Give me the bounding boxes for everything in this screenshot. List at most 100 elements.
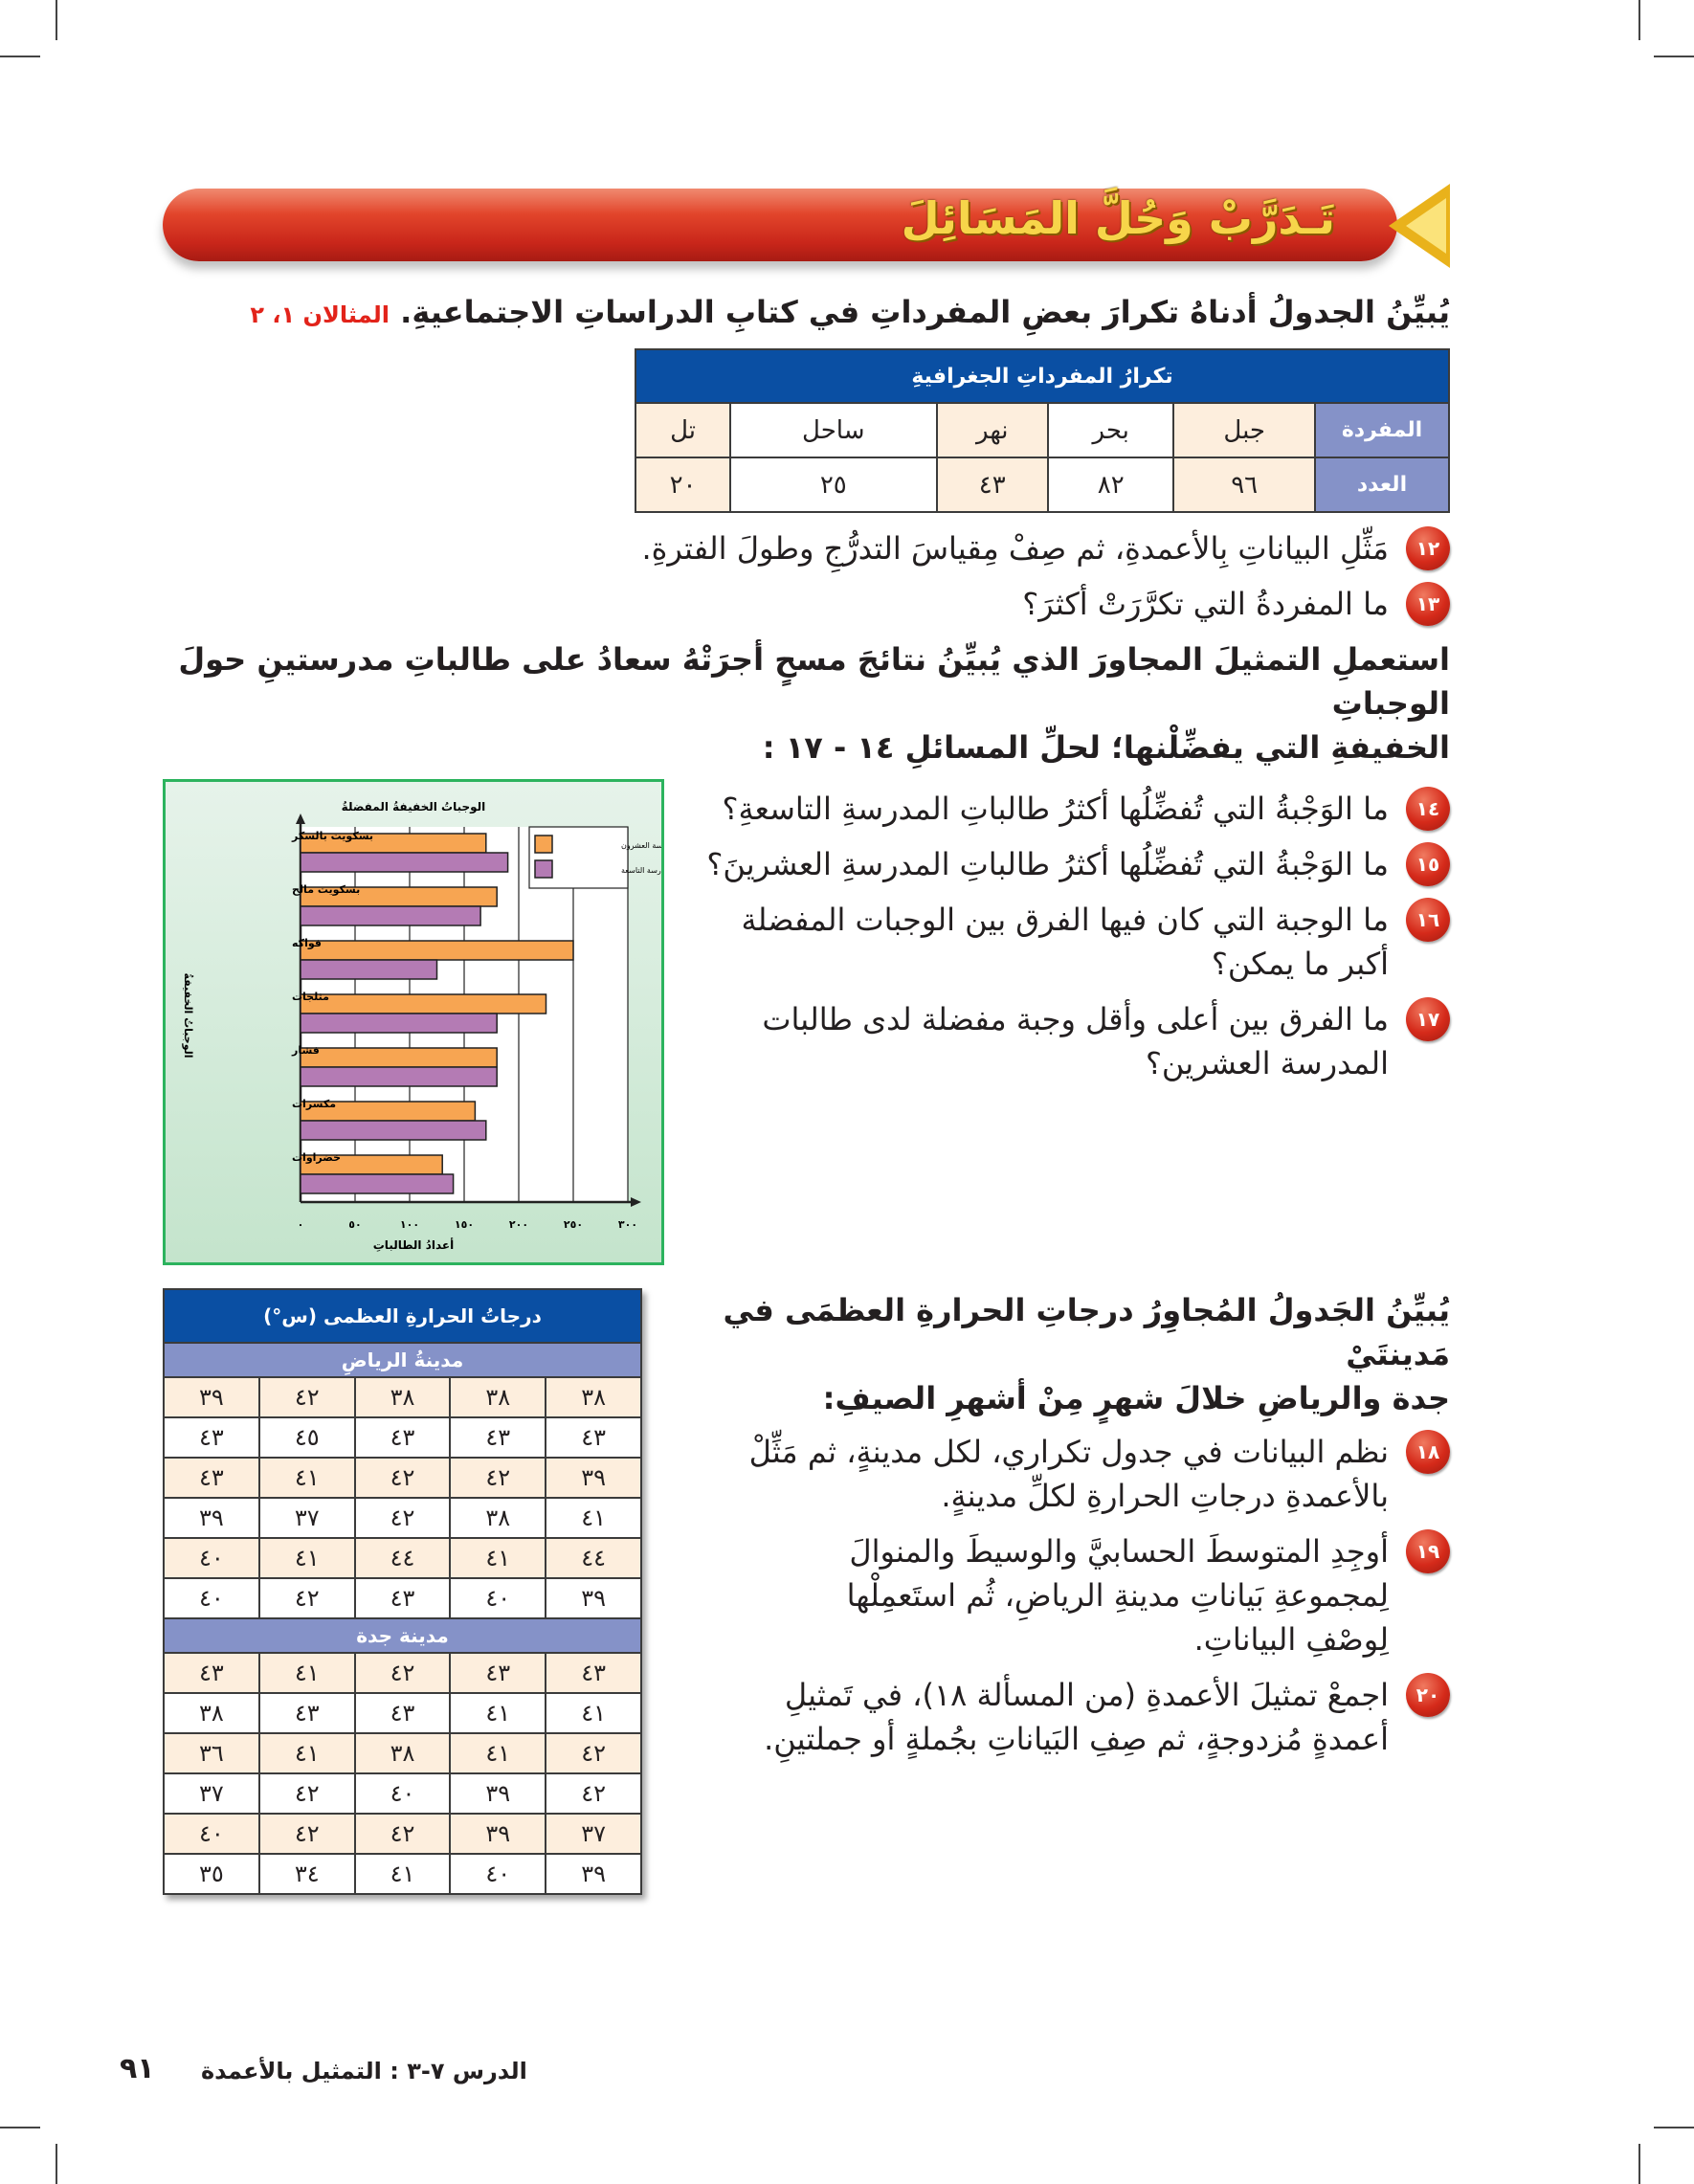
table-cell: ٨٢ — [1047, 457, 1175, 513]
table-row: ٤٢ ٤١ ٣٨ ٤١ ٣٦ — [163, 1732, 642, 1774]
table-cell: ٤٤ — [353, 1537, 452, 1579]
table-cell: ٤١ — [257, 1652, 356, 1694]
table-row: ٣٩ ٤٠ ٤١ ٣٤ ٣٥ — [163, 1853, 642, 1895]
table-cell: ٣٨ — [163, 1692, 260, 1734]
chart-svg: ٠ ٥٠ ١٠٠ ١٥٠ ٢٠٠ ٢٥٠ ٣٠٠ بسكويت بالسكر بسكويت ما… — [182, 800, 680, 1252]
instruction-line: جدة والرياضِ خلالَ شهرٍ مِنْ أشهرِ الصيف… — [822, 1380, 1450, 1416]
page-number: ٩١ — [120, 2052, 155, 2085]
table-cell: ٤٣ — [545, 1416, 642, 1459]
bar-school-9 — [300, 959, 438, 980]
table-cell: ٤٥ — [257, 1416, 356, 1459]
intro-sentence: يُبيِّنُ الجدولُ أدناهُ تكرارَ بعضِ المف… — [400, 294, 1450, 330]
question-line: لِوصْفِ البياناتِ. — [1193, 1621, 1389, 1658]
table-cell: ٣٩ — [545, 1457, 642, 1499]
y-axis-title: الوجباتُ الخفيفةُ — [182, 972, 194, 1058]
section-banner-wrap: تَـدَرَّبْ وَحُلَّ المَسَائِلَ — [163, 184, 1450, 268]
bar-school-9 — [300, 1066, 498, 1087]
row-label: العدد — [1314, 457, 1450, 513]
temperature-table: درجاتُ الحرارةِ العظمى (س°) مدينةُ الريا… — [163, 1288, 642, 1895]
table-cell: ٤٣ — [935, 457, 1050, 513]
table-cell: ٤٢ — [257, 1577, 356, 1619]
table-cell: جبل — [1172, 402, 1316, 458]
category-label: خضراوات — [292, 1151, 341, 1164]
table-cell: ٣٥ — [163, 1853, 260, 1895]
question-18: ١٨ نظم البيانات في جدول تكراري، لكل مدينة… — [671, 1430, 1450, 1518]
crop-mark — [0, 2127, 40, 2128]
table-cell: ٤٠ — [353, 1772, 452, 1815]
question-13-text: ما المفردةُ التي تكرَّرَتْ أكثرَ؟ — [1022, 586, 1389, 622]
section-title: تَـدَرَّبْ وَحُلَّ المَسَائِلَ — [901, 192, 1335, 244]
x-tick-label: ٢٥٠ — [564, 1218, 583, 1231]
section-banner — [163, 189, 1397, 261]
table-cell: ٣٧ — [257, 1497, 356, 1539]
table-cell: ٣٨ — [449, 1376, 547, 1418]
legend-swatch — [534, 835, 553, 854]
table-cell: ٤٣ — [353, 1577, 452, 1619]
intro-text: يُبيِّنُ الجدولُ أدناهُ تكرارَ بعضِ المف… — [163, 290, 1450, 337]
bar-school-20 — [300, 1047, 498, 1068]
table-row: ٤١ ٤١ ٤٣ ٤٣ ٣٨ — [163, 1692, 642, 1734]
row-label: المفردة — [1314, 402, 1450, 458]
table-title: تكرارُ المفرداتِ الجغرافيةِ — [635, 348, 1450, 404]
chart-column: ٠ ٥٠ ١٠٠ ١٥٠ ٢٠٠ ٢٥٠ ٣٠٠ بسكويت بالسكر بسكويت ما… — [163, 779, 680, 1265]
snacks-bar-chart: ٠ ٥٠ ١٠٠ ١٥٠ ٢٠٠ ٢٥٠ ٣٠٠ بسكويت بالسكر بسكويت ما… — [163, 779, 680, 1265]
table-title: درجاتُ الحرارةِ العظمى (س°) — [163, 1288, 642, 1344]
x-axis-arrow-icon — [631, 1197, 641, 1207]
question-number-badge: ١٩ — [1406, 1529, 1450, 1573]
table-cell: ٤٣ — [163, 1457, 260, 1499]
question-line: اجمعْ تمثيلَ الأعمدةِ (من المسألة ١٨)، ف… — [784, 1677, 1389, 1713]
question-line: أوجِدِ المتوسطَ الحسابيَّ والوسيطَ والمن… — [849, 1533, 1389, 1570]
question-number-badge: ١٦ — [1406, 898, 1450, 942]
question-number-badge: ١٢ — [1406, 526, 1450, 570]
question-line: بالأعمدةِ درجاتِ الحرارةِ لكلِّ مدينةٍ. — [941, 1478, 1389, 1514]
table-cell: ٣٩ — [449, 1772, 547, 1815]
table-row: ٤٣ ٤٣ ٤٣ ٤٥ ٤٣ — [163, 1416, 642, 1459]
instruction-paragraph: يُبيِّنُ الجَدولُ المُجاوِرُ درجاتِ الحر… — [671, 1288, 1450, 1420]
question-line: المدرسة العشرين؟ — [1145, 1045, 1389, 1081]
table-cell: ٤٣ — [449, 1416, 547, 1459]
instruction-paragraph: استعملِ التمثيلَ المجاورَ الذي يُبيِّنُ … — [163, 637, 1450, 769]
bar-school-9 — [300, 905, 481, 926]
table-cell: ٤١ — [545, 1497, 642, 1539]
table-cell: تل — [634, 402, 732, 458]
table-cell: ٤١ — [449, 1537, 547, 1579]
instruction-line: الخفيفةِ التي يفضِّلْنها؛ لحلِّ المسائلِ… — [762, 729, 1450, 766]
page-content: تَـدَرَّبْ وَحُلَّ المَسَائِلَ يُبيِّنُ … — [163, 184, 1450, 1895]
table-cell: ٤٣ — [353, 1416, 452, 1459]
table-cell: ٣٦ — [163, 1732, 260, 1774]
x-tick-label: ١٠٠ — [400, 1218, 419, 1231]
table-row: ٣٨ ٣٨ ٣٨ ٤٢ ٣٩ — [163, 1376, 642, 1418]
question-line: نظم البيانات في جدول تكراري، لكل مدينةٍ،… — [748, 1434, 1389, 1470]
table-row: المفردة جبل بحر نهر ساحل تل — [634, 402, 1450, 458]
category-label: بسكويت مالح — [292, 883, 360, 896]
table-cell: ٤٢ — [449, 1457, 547, 1499]
crop-mark — [0, 56, 40, 57]
category-label: بسكويت بالسكر — [291, 830, 373, 842]
question-line: ما الوجبة التي كان فيها الفرق بين الوجبا… — [741, 902, 1389, 938]
x-tick-label: ١٥٠ — [455, 1218, 474, 1231]
table-cell: ٤٢ — [353, 1652, 452, 1694]
question-15: ١٥ ما الوَجْبةُ التي تُفضِّلُها أكثرُ طال… — [693, 842, 1450, 886]
question-number-badge: ١٨ — [1406, 1430, 1450, 1474]
table-cell: ٤١ — [353, 1853, 452, 1895]
crop-mark — [1638, 2144, 1640, 2184]
question-text: ما الوجبة التي كان فيها الفرق بين الوجبا… — [693, 898, 1389, 986]
category-label: فشار — [291, 1044, 320, 1057]
question-number-badge: ١٤ — [1406, 787, 1450, 831]
table-cell: ٣٧ — [545, 1813, 642, 1855]
question-line: لِمجموعةِ بَياناتِ مدينةِ الرياضِ، ثُم ا… — [846, 1577, 1389, 1614]
temperature-section: يُبيِّنُ الجَدولُ المُجاوِرُ درجاتِ الحر… — [163, 1288, 1450, 1895]
table-cell: ٤٠ — [163, 1577, 260, 1619]
table-cell: ٤١ — [257, 1732, 356, 1774]
bar-school-9 — [300, 1120, 487, 1141]
table-cell: ٤٠ — [449, 1577, 547, 1619]
question-number-badge: ١٣ — [1406, 582, 1450, 626]
table-cell: ٣٩ — [545, 1577, 642, 1619]
table-cell: ٣٨ — [545, 1376, 642, 1418]
chart-title: الوجباتُ الخفيفةُ المفضلةُ — [342, 800, 486, 814]
table-cell: ٤١ — [449, 1692, 547, 1734]
question-text: نظم البيانات في جدول تكراري، لكل مدينةٍ،… — [671, 1430, 1389, 1518]
legend-label: المدرسة التاسعة — [621, 866, 661, 875]
table-cell: نهر — [935, 402, 1050, 458]
category-label: مثلجات — [292, 991, 329, 1003]
